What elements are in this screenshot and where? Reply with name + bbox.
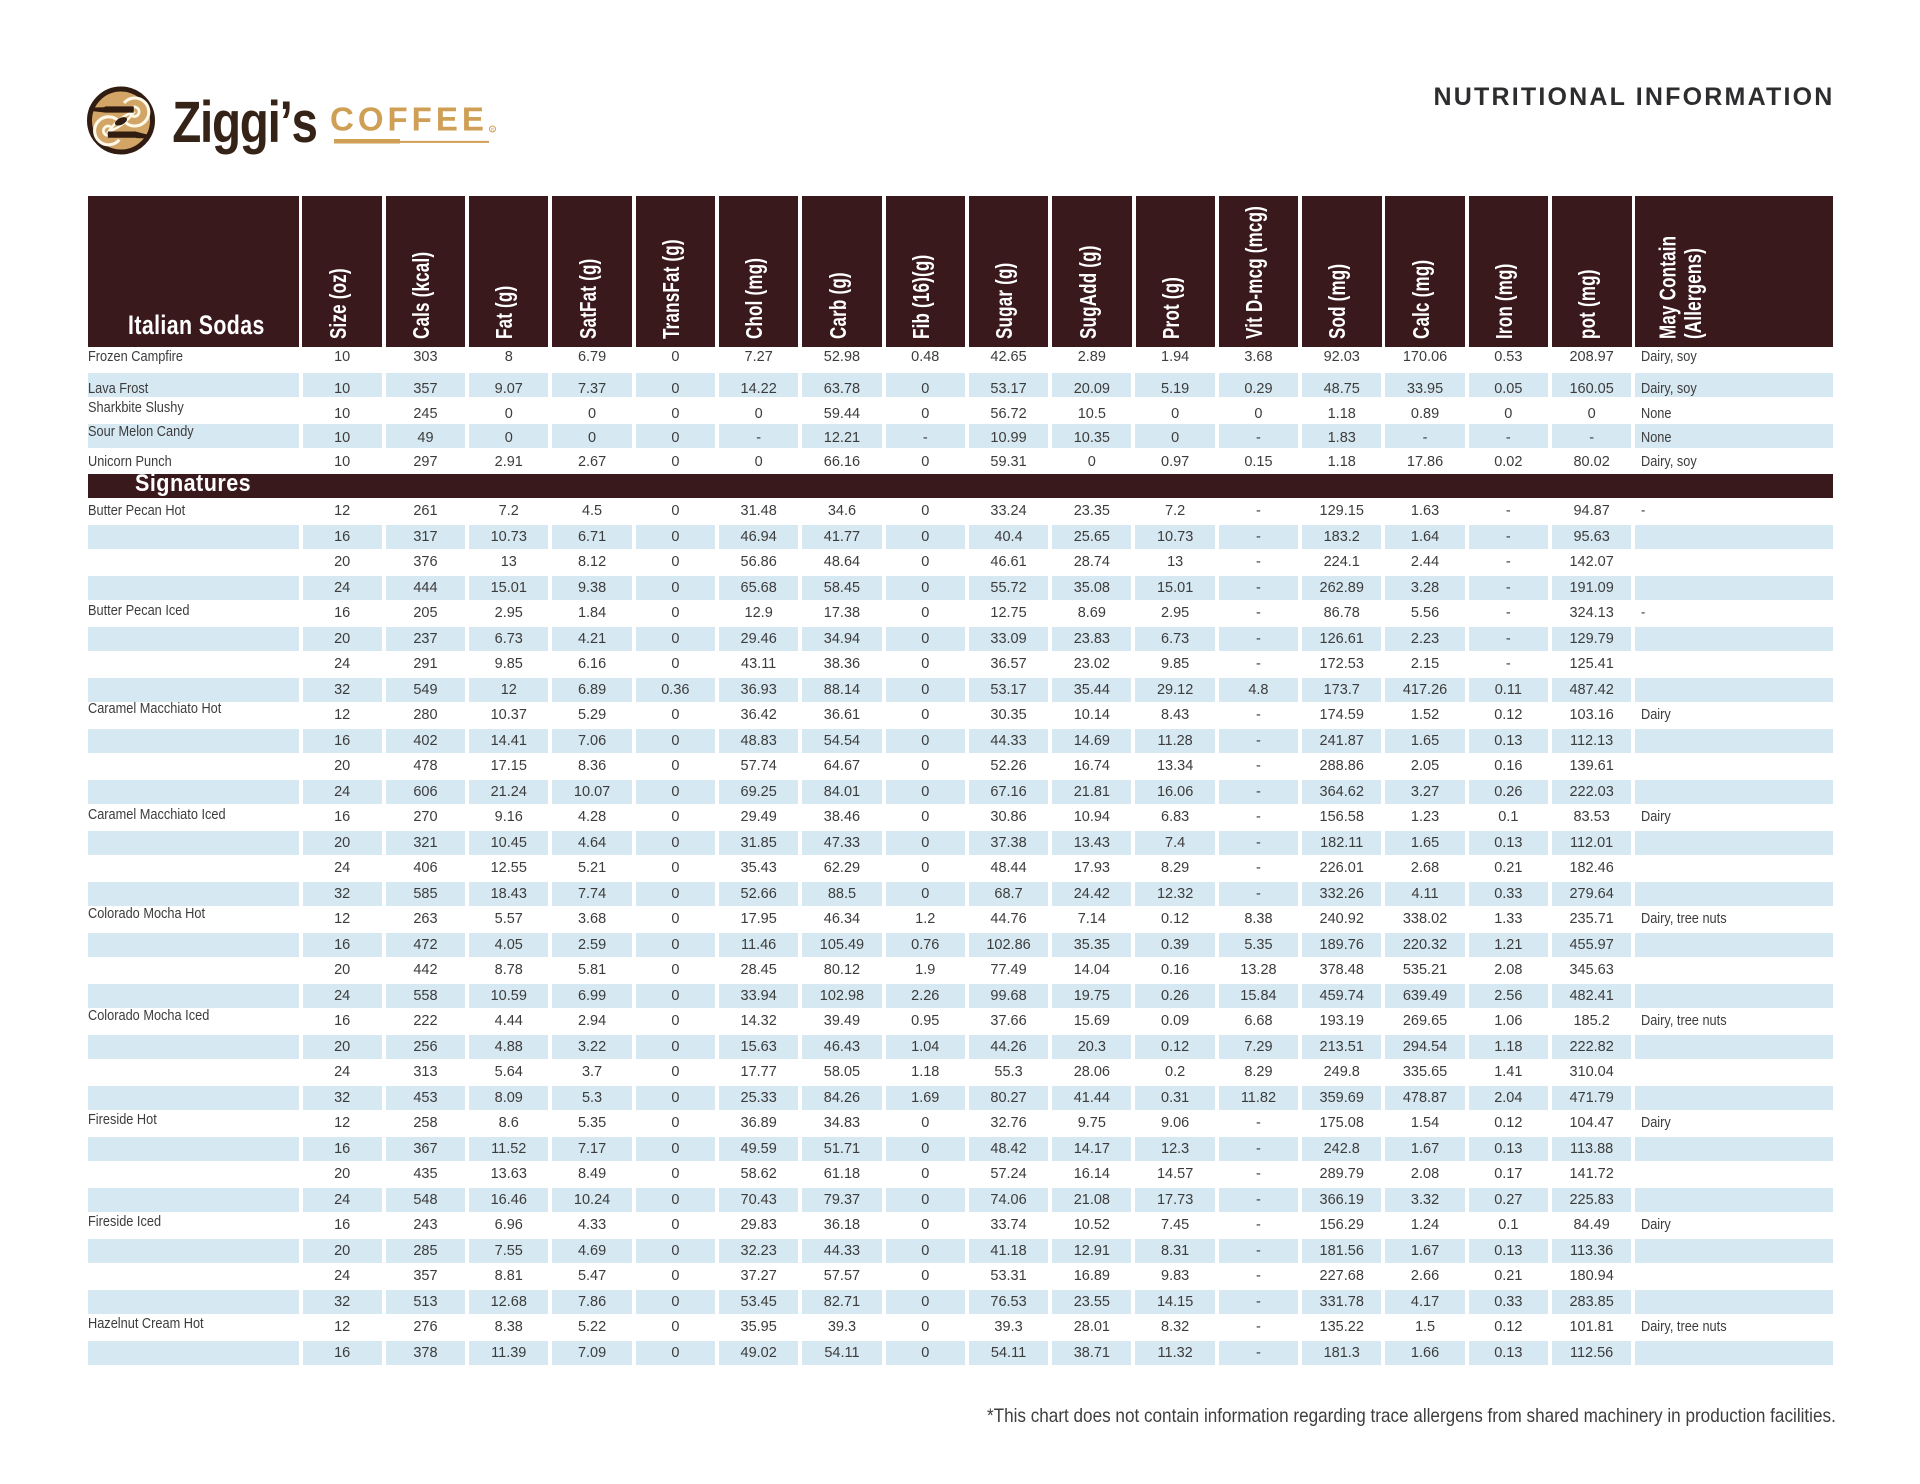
svg-text:R: R: [491, 127, 495, 132]
svg-text:COFFEE: COFFEE: [330, 101, 488, 138]
svg-text:Ziggiʼs: Ziggiʼs: [172, 91, 317, 156]
